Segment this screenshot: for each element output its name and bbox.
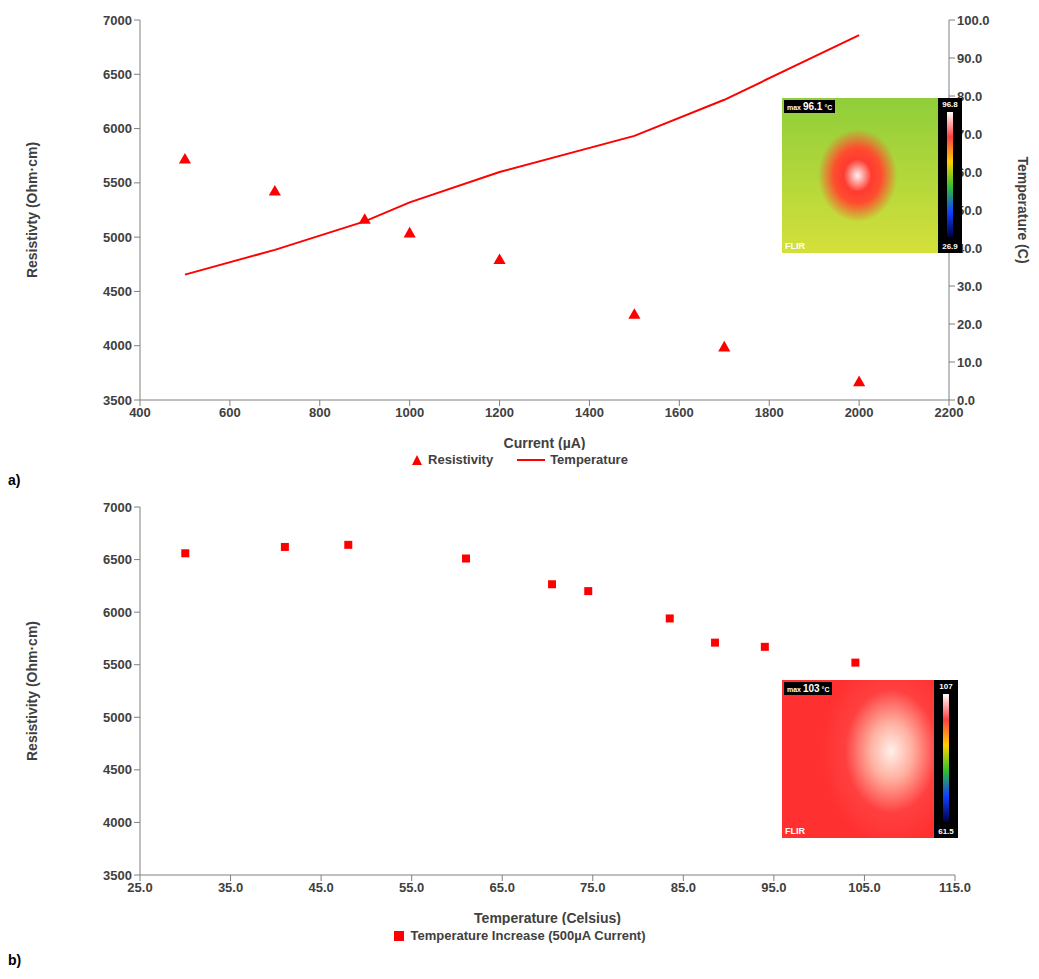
svg-text:25.0: 25.0: [127, 880, 153, 896]
html-text:61.5: 61.5: [938, 827, 954, 836]
svg-text:1800: 1800: [755, 405, 784, 420]
svg-text:115.0: 115.0: [939, 880, 971, 895]
svg-text:400: 400: [129, 405, 151, 420]
svg-text:40.0: 40.0: [957, 240, 983, 256]
svg-text:1000: 1000: [395, 405, 424, 420]
svg-text:7000: 7000: [103, 500, 132, 515]
svg-text:5500: 5500: [103, 657, 132, 672]
svg-text:Temperature (C): Temperature (C): [1015, 156, 1031, 263]
svg-text:90.0: 90.0: [957, 51, 982, 66]
svg-text:0.0: 0.0: [957, 393, 975, 408]
html-text:Resistivity: Resistivity: [428, 452, 494, 467]
svg-text:Resistivity (Ohm·cm): Resistivity (Ohm·cm): [24, 621, 40, 761]
svg-text:Resistivty (Ohm·cm): Resistivty (Ohm·cm): [24, 142, 40, 278]
svg-text:7000: 7000: [103, 13, 132, 28]
svg-text:600: 600: [219, 405, 241, 420]
svg-text:45.0: 45.0: [308, 880, 333, 895]
svg-text:1200: 1200: [485, 405, 514, 420]
html-text:max 96.1°C: max 96.1°C: [787, 101, 833, 112]
svg-text:5000: 5000: [103, 230, 132, 245]
svg-text:30.0: 30.0: [957, 279, 982, 294]
svg-text:95.0: 95.0: [761, 880, 786, 895]
svg-text:10.0: 10.0: [957, 355, 982, 370]
svg-text:800: 800: [309, 405, 331, 420]
svg-text:6000: 6000: [103, 121, 132, 136]
html-text:b): b): [8, 952, 22, 968]
svg-text:6000: 6000: [103, 605, 132, 620]
svg-text:75.0: 75.0: [580, 880, 605, 895]
svg-text:Temperature (Celsius): Temperature (Celsius): [474, 910, 621, 925]
svg-text:80.0: 80.0: [957, 88, 983, 104]
svg-text:105.0: 105.0: [848, 880, 881, 895]
svg-text:85.0: 85.0: [671, 880, 696, 895]
svg-text:2200: 2200: [934, 405, 964, 421]
html-text:a): a): [8, 472, 21, 488]
svg-text:100.0: 100.0: [957, 13, 990, 28]
html-text:FLIR: FLIR: [785, 826, 805, 836]
svg-text:2000: 2000: [845, 405, 874, 420]
html-text:26.9: 26.9: [942, 242, 958, 251]
svg-text:55.0: 55.0: [399, 880, 424, 895]
svg-text:4000: 4000: [103, 338, 132, 353]
svg-text:35.0: 35.0: [218, 880, 243, 895]
svg-text:1600: 1600: [665, 405, 694, 420]
svg-text:20.0: 20.0: [957, 317, 982, 332]
svg-text:Current (µA): Current (µA): [504, 435, 586, 450]
html-text:max 103°C: max 103°C: [787, 683, 830, 694]
svg-text:1400: 1400: [575, 405, 604, 420]
svg-text:50.0: 50.0: [957, 202, 983, 218]
svg-text:4000: 4000: [103, 815, 132, 830]
html-text:96.8: 96.8: [942, 100, 958, 109]
svg-text:6500: 6500: [103, 552, 132, 567]
html-text:107: 107: [939, 682, 953, 691]
html-text:Temperature Increase (500µA Cu: Temperature Increase (500µA Current): [410, 928, 646, 943]
html-text:FLIR: FLIR: [785, 241, 805, 251]
svg-text:4500: 4500: [103, 284, 132, 299]
svg-text:5000: 5000: [103, 710, 132, 725]
svg-text:3500: 3500: [103, 868, 132, 883]
svg-text:60.0: 60.0: [957, 164, 983, 180]
svg-text:5500: 5500: [103, 175, 132, 190]
svg-text:4500: 4500: [103, 762, 132, 777]
svg-text:6500: 6500: [103, 67, 132, 82]
svg-text:70.0: 70.0: [957, 126, 983, 142]
svg-text:3500: 3500: [103, 393, 132, 408]
svg-text:65.0: 65.0: [490, 880, 515, 895]
html-text:Temperature: Temperature: [550, 452, 628, 467]
